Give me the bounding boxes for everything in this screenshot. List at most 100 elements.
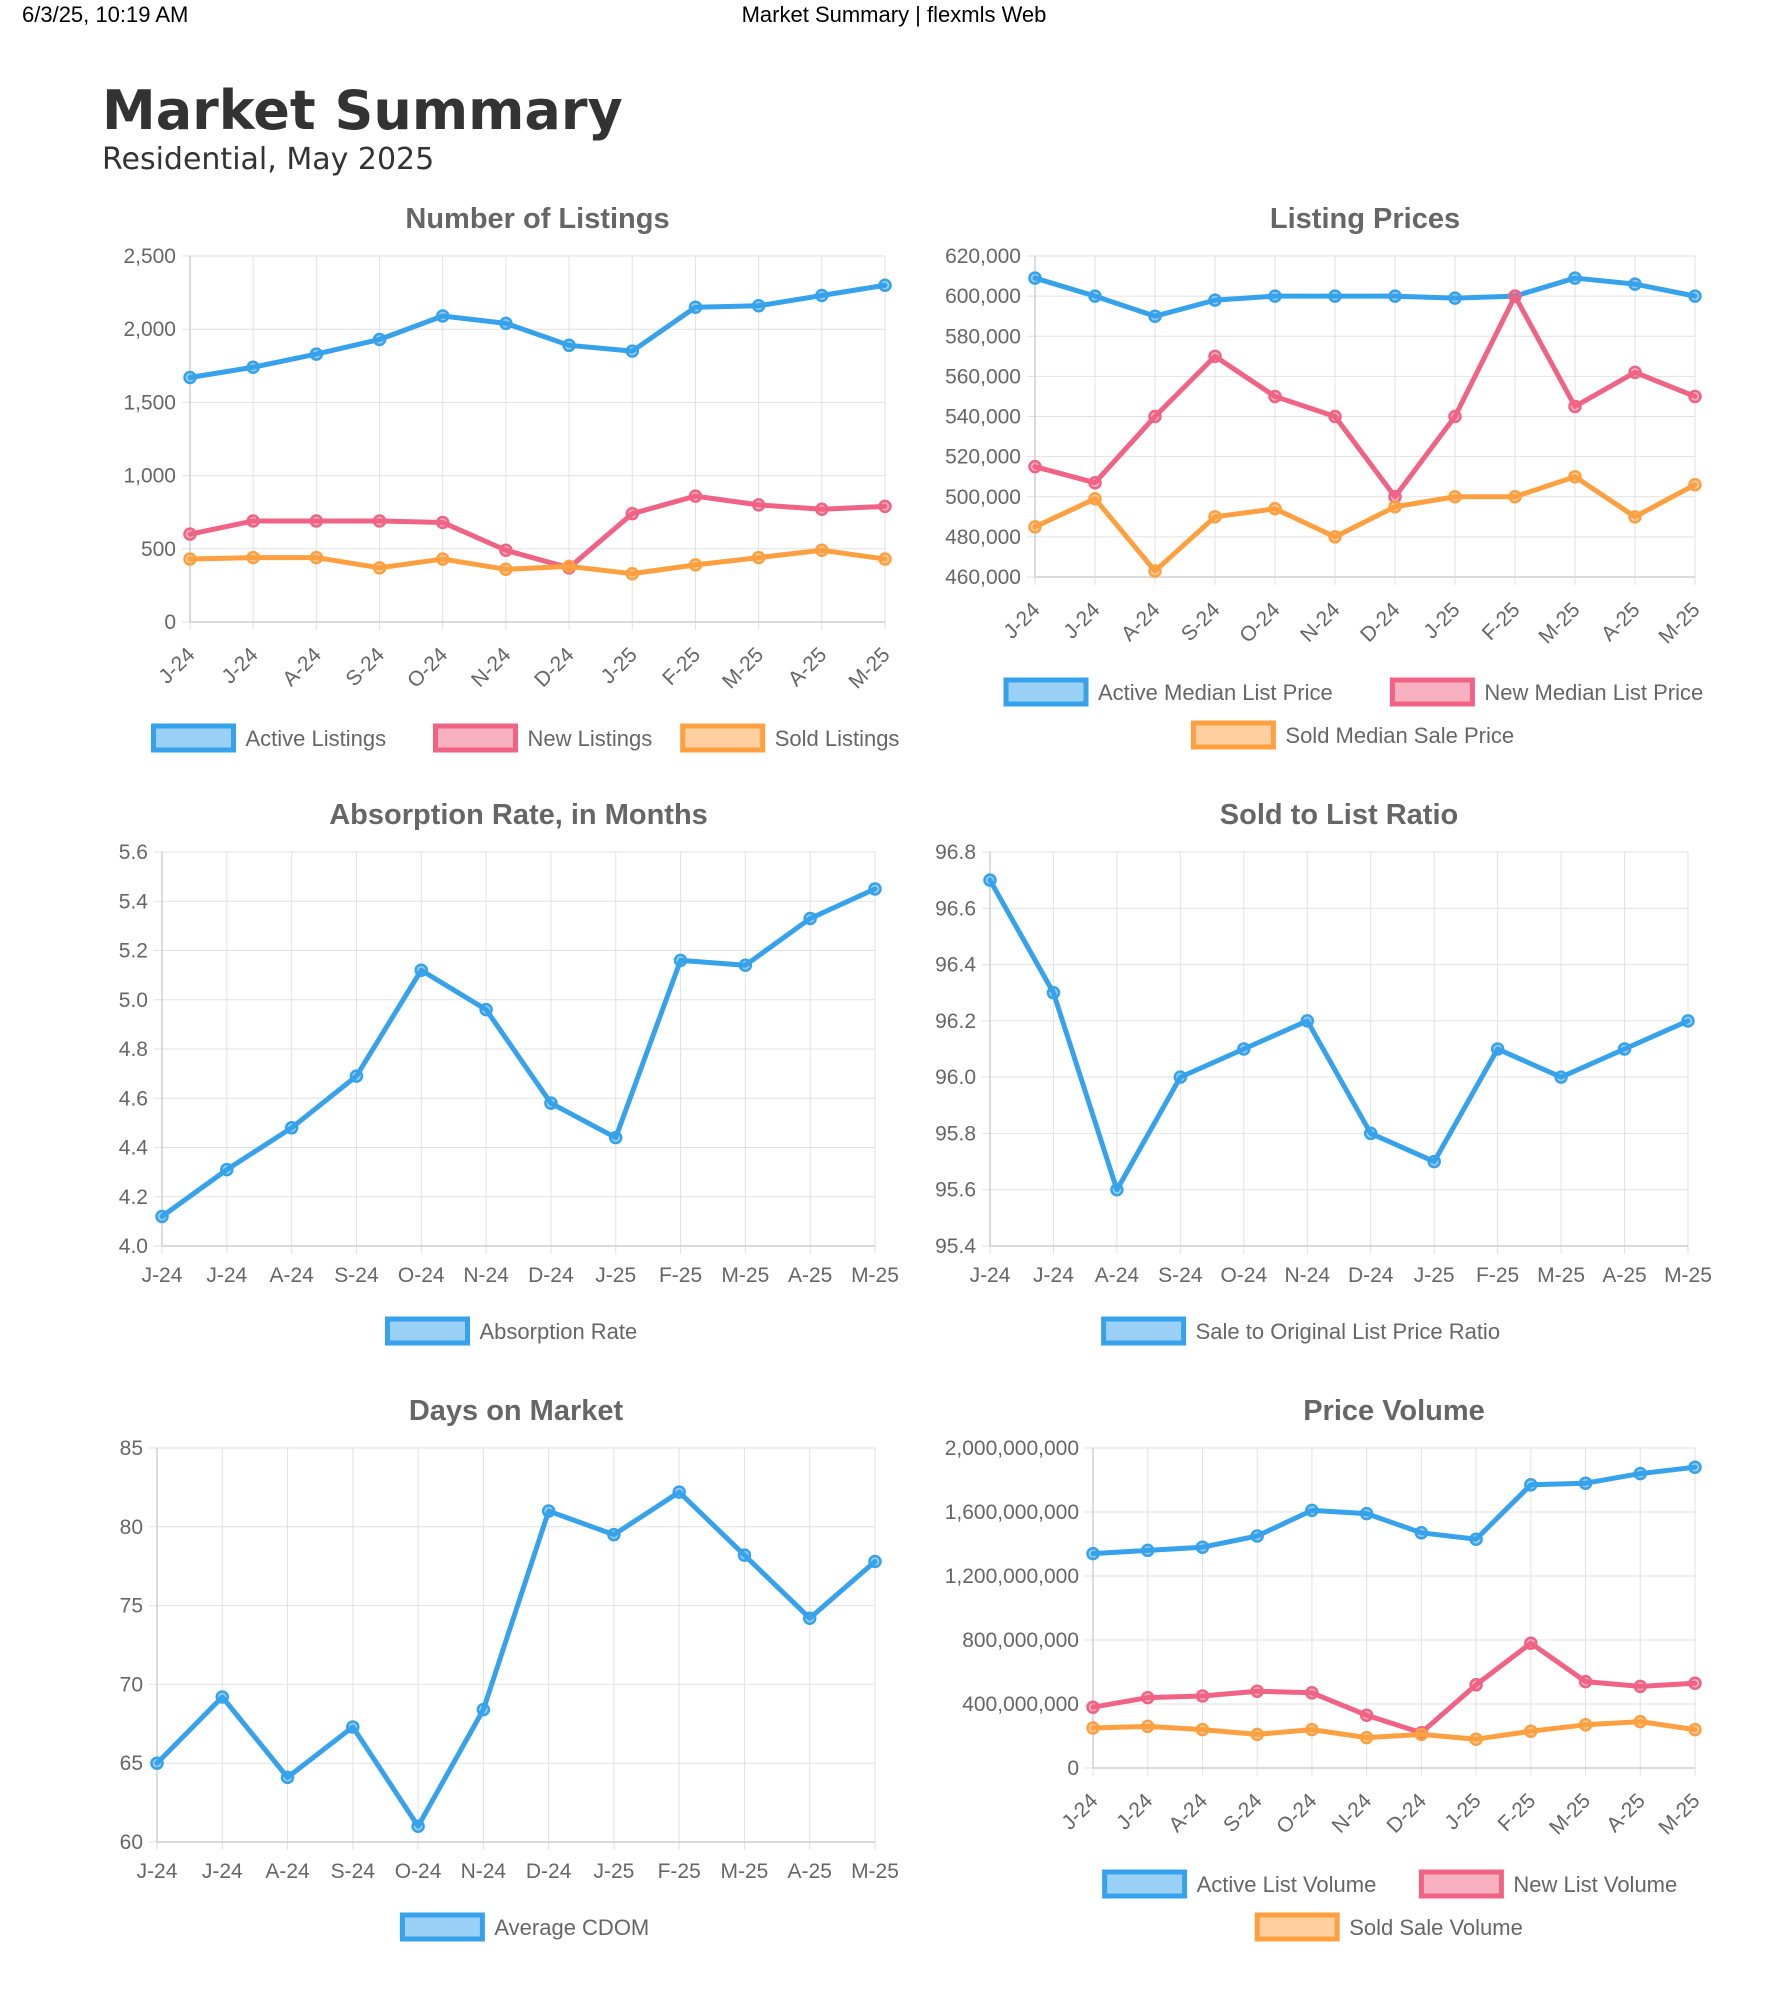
data-point[interactable] xyxy=(1633,1466,1648,1481)
data-point[interactable] xyxy=(751,498,766,512)
data-point[interactable] xyxy=(499,543,513,558)
data-point[interactable] xyxy=(737,1548,752,1562)
data-point[interactable] xyxy=(815,288,829,303)
data-point[interactable] xyxy=(1633,1714,1648,1729)
data-point[interactable] xyxy=(878,278,892,293)
data-point[interactable] xyxy=(1110,1182,1124,1197)
data-point[interactable] xyxy=(625,344,640,358)
data-point[interactable] xyxy=(1578,1718,1593,1732)
data-point[interactable] xyxy=(1568,399,1582,414)
data-point[interactable] xyxy=(868,1554,882,1569)
data-point[interactable] xyxy=(1508,289,1522,303)
data-point[interactable] xyxy=(309,550,324,565)
data-point[interactable] xyxy=(815,502,829,517)
data-point[interactable] xyxy=(1028,271,1042,285)
legend-item-active-median-list-price[interactable]: Active Median List Price xyxy=(1003,677,1333,707)
data-point[interactable] xyxy=(414,963,429,977)
data-point[interactable] xyxy=(372,332,387,347)
legend-item-sold-listings[interactable]: Sold Listings xyxy=(680,723,900,753)
data-point[interactable] xyxy=(1305,1722,1319,1737)
data-point[interactable] xyxy=(150,1756,164,1770)
data-point[interactable] xyxy=(1388,500,1402,514)
data-point[interactable] xyxy=(1328,289,1342,303)
data-point[interactable] xyxy=(1140,1719,1155,1734)
data-point[interactable] xyxy=(1688,1460,1702,1474)
legend-item-sold-sale-volume[interactable]: Sold Sale Volume xyxy=(1254,1912,1523,1942)
data-point[interactable] xyxy=(688,558,703,572)
data-point[interactable] xyxy=(346,1720,360,1734)
data-point[interactable] xyxy=(246,360,260,375)
data-point[interactable] xyxy=(673,953,688,968)
data-point[interactable] xyxy=(1448,490,1462,504)
data-point[interactable] xyxy=(1469,1732,1483,1746)
data-point[interactable] xyxy=(1088,492,1102,506)
data-point[interactable] xyxy=(1237,1042,1251,1056)
data-point[interactable] xyxy=(1268,389,1282,404)
data-point[interactable] xyxy=(1359,1708,1374,1722)
data-point[interactable] xyxy=(1414,1727,1429,1742)
data-point[interactable] xyxy=(1388,289,1402,303)
data-point[interactable] xyxy=(1328,409,1342,424)
data-point[interactable] xyxy=(183,527,197,541)
data-point[interactable] xyxy=(751,550,766,565)
data-point[interactable] xyxy=(562,559,576,574)
data-point[interactable] xyxy=(1148,409,1162,424)
data-point[interactable] xyxy=(541,1504,556,1518)
data-point[interactable] xyxy=(1448,409,1462,424)
data-point[interactable] xyxy=(183,552,197,566)
data-point[interactable] xyxy=(1469,1678,1483,1692)
data-point[interactable] xyxy=(1688,1722,1702,1737)
data-point[interactable] xyxy=(607,1527,621,1542)
data-point[interactable] xyxy=(1250,1684,1264,1698)
data-point[interactable] xyxy=(1328,530,1342,544)
data-point[interactable] xyxy=(1490,1042,1505,1056)
data-point[interactable] xyxy=(815,543,829,558)
legend-item-active-listings[interactable]: Active Listings xyxy=(151,723,387,753)
data-point[interactable] xyxy=(1088,475,1102,490)
legend-item-new-listings[interactable]: New Listings xyxy=(433,723,653,753)
data-point[interactable] xyxy=(1568,469,1582,484)
data-point[interactable] xyxy=(878,499,892,514)
data-point[interactable] xyxy=(738,958,753,973)
data-point[interactable] xyxy=(1028,459,1042,474)
data-point[interactable] xyxy=(1688,1676,1702,1690)
data-point[interactable] xyxy=(983,873,997,887)
data-point[interactable] xyxy=(625,506,640,521)
data-point[interactable] xyxy=(562,338,576,353)
data-point[interactable] xyxy=(372,561,387,575)
data-point[interactable] xyxy=(155,1209,169,1224)
legend-item-new-list-volume[interactable]: New List Volume xyxy=(1418,1869,1677,1899)
data-point[interactable] xyxy=(1524,1724,1538,1738)
data-point[interactable] xyxy=(1173,1070,1188,1084)
data-point[interactable] xyxy=(1688,389,1702,404)
data-point[interactable] xyxy=(309,347,324,361)
data-point[interactable] xyxy=(1140,1690,1155,1705)
data-point[interactable] xyxy=(1469,1532,1483,1546)
data-point[interactable] xyxy=(1208,349,1222,364)
data-point[interactable] xyxy=(688,300,703,314)
data-point[interactable] xyxy=(349,1069,364,1083)
data-point[interactable] xyxy=(499,316,513,331)
data-point[interactable] xyxy=(1028,520,1042,534)
data-point[interactable] xyxy=(868,882,882,896)
data-point[interactable] xyxy=(1195,1540,1210,1554)
data-point[interactable] xyxy=(1427,1154,1441,1169)
data-point[interactable] xyxy=(1305,1503,1319,1518)
data-point[interactable] xyxy=(499,562,513,577)
data-point[interactable] xyxy=(1359,1506,1374,1521)
data-point[interactable] xyxy=(246,550,260,565)
data-point[interactable] xyxy=(1578,1476,1593,1490)
data-point[interactable] xyxy=(1148,309,1162,323)
data-point[interactable] xyxy=(878,552,892,566)
data-point[interactable] xyxy=(1363,1126,1378,1141)
data-point[interactable] xyxy=(1268,502,1282,516)
data-point[interactable] xyxy=(1250,1727,1264,1742)
data-point[interactable] xyxy=(372,514,387,528)
data-point[interactable] xyxy=(280,1770,295,1785)
data-point[interactable] xyxy=(1250,1529,1264,1543)
data-point[interactable] xyxy=(1633,1679,1648,1694)
legend-item-absorption-rate[interactable]: Absorption Rate xyxy=(385,1316,638,1346)
data-point[interactable] xyxy=(1300,1014,1315,1028)
data-point[interactable] xyxy=(1140,1543,1155,1558)
data-point[interactable] xyxy=(1268,289,1282,303)
